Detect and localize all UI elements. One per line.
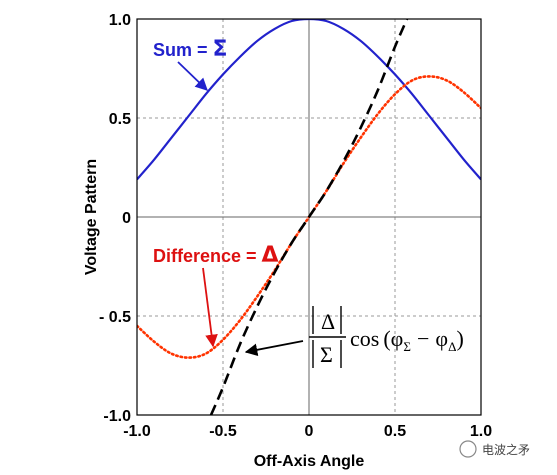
sum-arrow — [177, 61, 208, 91]
sum-label: Sum = — [153, 40, 213, 60]
tick-labels: -1.0 -0.5 0 0.5 1.0 -1.0 - 0.5 0 0.5 1.0 — [99, 12, 492, 440]
y-tick-label: 0 — [122, 210, 131, 227]
sum-series-line — [137, 19, 481, 181]
x-tick-label: -1.0 — [123, 423, 151, 440]
x-tick-label: -0.5 — [209, 423, 237, 440]
ratio-formula: Δ Σ cos (φΣ − φΔ) — [309, 306, 464, 368]
formula-denominator: Σ — [320, 342, 333, 367]
y-axis-title: Voltage Pattern — [83, 159, 100, 275]
x-tick-label: 1.0 — [470, 423, 492, 440]
y-tick-label: 1.0 — [109, 12, 131, 29]
watermark-icon — [459, 440, 477, 458]
y-tick-label: - 0.5 — [99, 309, 131, 326]
ratio-series-line — [209, 19, 409, 415]
formula-numerator: Δ — [321, 309, 335, 334]
difference-annotation: Difference = Δ — [153, 243, 279, 268]
difference-arrow — [202, 267, 218, 348]
difference-symbol: Δ — [262, 243, 279, 268]
sum-symbol: Σ — [213, 37, 228, 62]
watermark: 电波之矛 — [459, 440, 530, 458]
formula-cos: cos (φΣ − φΔ) — [350, 326, 464, 354]
y-tick-label: -1.0 — [103, 408, 131, 425]
x-tick-label: 0.5 — [384, 423, 406, 440]
difference-label: Difference = — [153, 246, 262, 266]
watermark-text: 电波之矛 — [482, 443, 530, 457]
series-group — [137, 19, 481, 415]
y-tick-label: 0.5 — [109, 111, 131, 128]
sum-annotation: Sum = Σ — [153, 37, 228, 62]
x-axis-title: Off-Axis Angle — [254, 453, 365, 470]
x-tick-label: 0 — [305, 423, 314, 440]
formula-arrow — [244, 340, 304, 357]
plot-frame — [136, 18, 482, 416]
